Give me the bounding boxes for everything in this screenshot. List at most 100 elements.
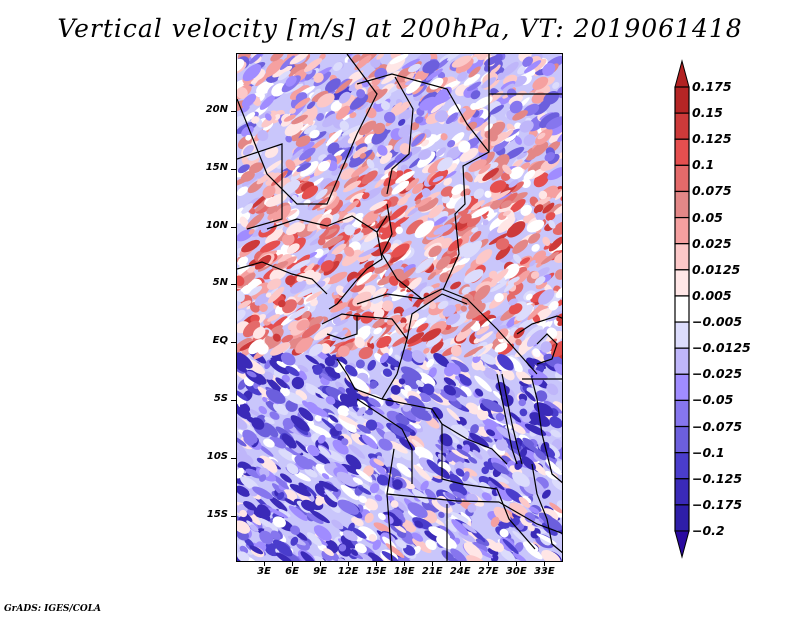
field-contour-cell (358, 486, 372, 495)
field-contour-cell (248, 228, 255, 235)
field-contour-cell (372, 173, 384, 182)
field-contour-cell (463, 467, 478, 477)
field-contour-cell (375, 421, 384, 430)
border-algeria-niger (237, 54, 378, 205)
field-contour-cell (541, 489, 551, 499)
field-contour-cell (470, 200, 485, 211)
field-contour-cell (450, 511, 469, 522)
field-contour-cell (385, 494, 395, 502)
field-contour-cell (428, 204, 444, 219)
field-contour-cell (414, 520, 424, 529)
colorbar-box (674, 452, 690, 480)
field-contour-cell (535, 211, 545, 222)
field-contour-cell (352, 477, 363, 485)
field-contour-cell (488, 233, 509, 245)
field-contour-cell (379, 352, 389, 364)
field-contour-cell (358, 246, 379, 258)
field-contour-cell (398, 267, 416, 283)
field-contour-cell (463, 240, 483, 259)
field-contour-cell (306, 532, 322, 546)
field-contour-cell (277, 492, 285, 500)
field-contour-cell (296, 319, 310, 331)
field-contour-cell (317, 434, 326, 444)
field-contour-cell (508, 303, 523, 315)
colorbar (670, 55, 700, 565)
field-contour-cell (307, 445, 320, 457)
field-contour-cell (327, 142, 340, 154)
field-contour-cell (237, 290, 245, 302)
field-contour-cell (258, 518, 279, 532)
field-contour-cell (249, 162, 264, 174)
field-contour-cell (251, 116, 260, 124)
field-contour-cell (489, 215, 509, 233)
field-contour-cell (338, 544, 347, 552)
field-contour-cell (538, 190, 548, 200)
field-contour-cell (354, 543, 367, 554)
field-contour-cell (328, 414, 339, 423)
field-contour-cell (290, 536, 299, 546)
field-contour-cell (332, 61, 343, 72)
field-contour-cell (542, 202, 555, 214)
field-contour-cell (458, 257, 470, 266)
field-contour-cell (248, 408, 261, 417)
field-contour-cell (421, 188, 431, 198)
x-tick-label: 15E (365, 566, 387, 577)
field-contour-cell (464, 171, 473, 183)
x-tick-label: 33E (533, 566, 555, 577)
field-contour-cell (303, 125, 317, 135)
field-contour-cell (418, 149, 432, 160)
field-contour-cell (353, 228, 361, 235)
field-contour-cell (344, 246, 355, 257)
field-contour-cell (331, 519, 344, 530)
field-contour-cell (433, 352, 450, 368)
field-contour-cell (391, 287, 410, 302)
field-contour-cell (488, 476, 505, 491)
field-contour-cell (252, 326, 266, 339)
field-contour-cell (322, 235, 344, 249)
colorbar-box (674, 425, 690, 454)
field-contour-cell (463, 74, 481, 86)
y-tick-mark (231, 226, 236, 228)
field-contour-cell (364, 498, 378, 511)
field-contour-cell (450, 281, 462, 290)
field-contour-cell (324, 366, 341, 379)
field-contour-cell (258, 406, 268, 415)
field-contour-cell (469, 432, 489, 448)
field-contour-cell (335, 285, 346, 297)
border-east-lakes (536, 333, 558, 365)
field-contour-cell (451, 449, 469, 460)
border-malawi (531, 463, 562, 554)
field-contour-cell (439, 389, 457, 402)
colorbar-top-cap (674, 59, 690, 88)
field-contour-cell (343, 175, 360, 189)
field-contour-cell (345, 454, 362, 470)
field-contour-cell (395, 322, 406, 331)
field-contour-cell (526, 329, 545, 347)
field-contour-cell (337, 345, 350, 357)
field-contour-cell (512, 110, 528, 121)
field-contour-cell (417, 197, 439, 212)
field-contour-cell (426, 358, 435, 368)
field-contour-cell (454, 195, 472, 212)
colorbar-label: −0.025 (692, 366, 743, 382)
field-contour-cell (386, 314, 402, 326)
field-contour-cell (508, 179, 519, 188)
field-contour-cell (382, 300, 394, 312)
field-contour-cell (290, 280, 307, 294)
field-contour-cell (389, 205, 408, 221)
field-contour-cell (342, 530, 358, 542)
field-contour-cell (347, 411, 367, 423)
field-contour-cell (285, 75, 297, 87)
field-contour-cell (476, 409, 489, 421)
field-contour-cell (413, 464, 432, 482)
field-contour-cell (491, 554, 499, 561)
field-contour-cell (455, 327, 472, 342)
field-contour-cell (381, 550, 400, 561)
field-contour-cell (282, 233, 295, 246)
field-contour-cell (512, 253, 523, 264)
field-contour-cell (482, 418, 501, 431)
field-contour-cell (443, 177, 453, 186)
field-contour-cell (305, 291, 323, 302)
border-niger-libya (356, 73, 490, 153)
field-contour-cell (319, 217, 332, 230)
